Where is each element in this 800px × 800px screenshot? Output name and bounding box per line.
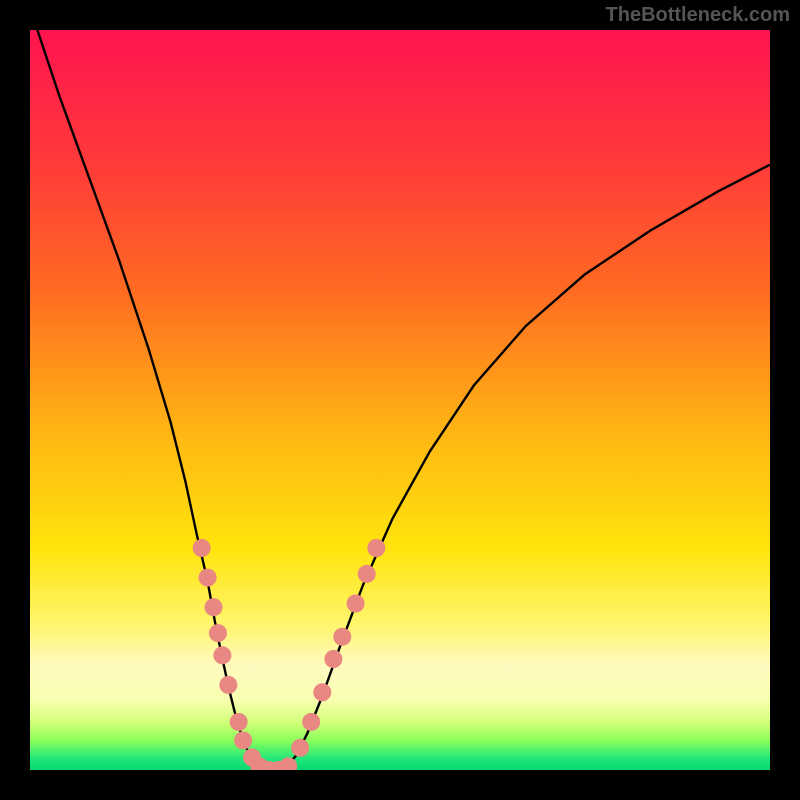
marker-dot <box>358 565 376 583</box>
watermark-text: TheBottleneck.com <box>606 4 790 27</box>
plot-area <box>30 30 770 770</box>
gradient-background <box>30 30 770 770</box>
marker-dot <box>234 731 252 749</box>
marker-dot <box>230 713 248 731</box>
marker-dot <box>291 739 309 757</box>
marker-dot <box>367 539 385 557</box>
marker-dot <box>324 650 342 668</box>
chart-container: TheBottleneck.com <box>0 0 800 800</box>
marker-dot <box>209 624 227 642</box>
marker-dot <box>193 539 211 557</box>
marker-dot <box>213 646 231 664</box>
chart-svg <box>30 30 770 770</box>
marker-dot <box>347 595 365 613</box>
marker-dot <box>205 598 223 616</box>
marker-dot <box>199 569 217 587</box>
marker-dot <box>219 676 237 694</box>
marker-dot <box>302 713 320 731</box>
marker-dot <box>333 628 351 646</box>
marker-dot <box>313 683 331 701</box>
